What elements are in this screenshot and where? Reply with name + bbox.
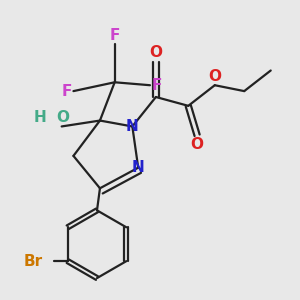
Text: F: F — [61, 84, 72, 99]
Text: H: H — [33, 110, 46, 125]
Text: O: O — [57, 110, 70, 125]
Text: O: O — [208, 69, 221, 84]
Text: N: N — [126, 119, 139, 134]
Text: N: N — [132, 160, 145, 175]
Text: O: O — [190, 137, 204, 152]
Text: Br: Br — [23, 254, 43, 269]
Text: O: O — [149, 45, 162, 60]
Text: F: F — [152, 78, 162, 93]
Text: F: F — [110, 28, 120, 43]
